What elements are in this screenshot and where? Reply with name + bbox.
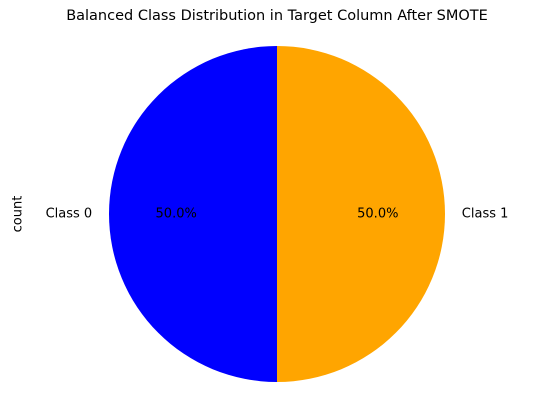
value-label: 50.0% bbox=[156, 207, 197, 222]
category-label: Class 1 bbox=[462, 207, 509, 222]
value-label: 50.0% bbox=[357, 207, 398, 222]
pie-slice bbox=[277, 46, 445, 382]
pie-slice bbox=[109, 46, 277, 382]
chart-title: Balanced Class Distribution in Target Co… bbox=[66, 8, 488, 24]
category-label: Class 0 bbox=[46, 207, 93, 222]
y-axis-label: count bbox=[11, 196, 26, 233]
